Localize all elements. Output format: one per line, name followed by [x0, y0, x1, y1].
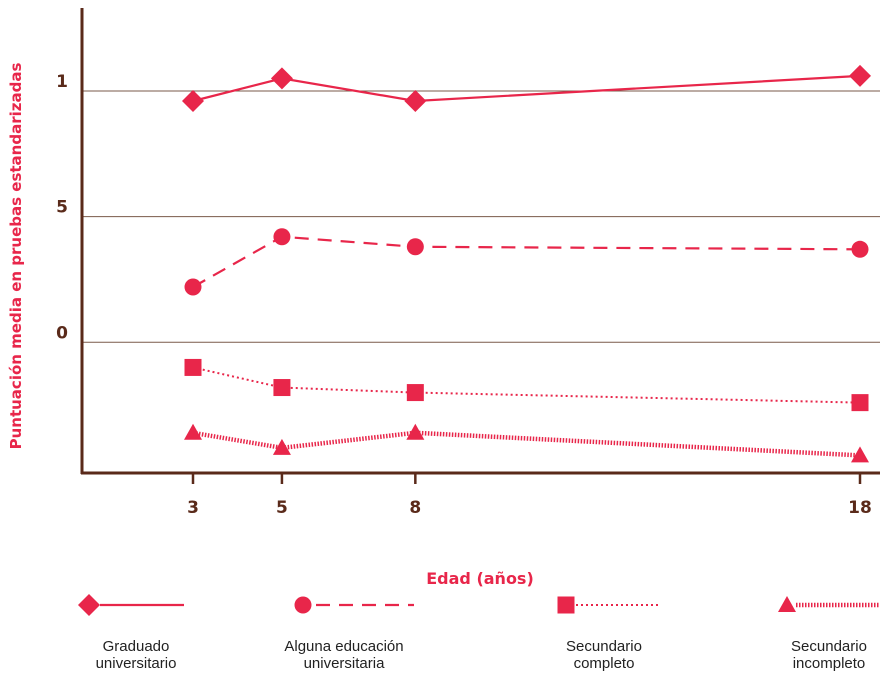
data-point-triangle	[406, 423, 425, 440]
series-triangle	[184, 423, 869, 463]
data-point-square	[851, 394, 869, 412]
y-tick-label: 1	[56, 72, 68, 92]
data-point-diamond	[849, 64, 871, 87]
legend-label: Graduado	[103, 638, 170, 655]
legend-marker-diamond	[78, 594, 100, 616]
legend-marker-circle	[294, 596, 312, 614]
legend-marker-square	[557, 596, 575, 614]
x-tick-labels: 3 5 8 18	[187, 498, 872, 518]
data-point-circle	[184, 278, 202, 296]
y-tick-label: 5	[56, 198, 68, 218]
data-point-triangle	[272, 438, 291, 455]
series-group	[182, 64, 871, 463]
data-point-square	[273, 379, 291, 397]
series-line	[192, 430, 861, 458]
series-circle	[184, 228, 869, 296]
axes	[80, 8, 880, 484]
legend-label: Secundario	[566, 638, 642, 655]
x-axis-label: Edad (años)	[426, 569, 534, 588]
legend-label: completo	[574, 655, 635, 672]
legend-label: incompleto	[793, 655, 866, 672]
x-tick-label: 3	[187, 498, 199, 518]
data-point-square	[184, 358, 202, 376]
y-tick-label: 0	[56, 323, 68, 343]
data-point-square	[406, 384, 424, 402]
y-axis-label: Puntuación media en pruebas estandarizad…	[7, 63, 25, 450]
data-point-circle	[406, 238, 424, 256]
series-square	[184, 358, 869, 412]
data-point-triangle	[851, 446, 869, 463]
data-point-diamond	[182, 90, 204, 112]
data-point-triangle	[184, 423, 202, 440]
series-line	[192, 74, 861, 103]
data-point-circle	[273, 228, 291, 246]
x-tick-label: 5	[276, 498, 288, 518]
x-tick-label: 8	[409, 498, 421, 518]
legend-label: Alguna educación	[284, 638, 403, 655]
legend-label: universitaria	[304, 655, 386, 672]
x-tick-label: 18	[848, 498, 872, 518]
legend-label: Secundario	[791, 638, 867, 655]
series-diamond	[182, 64, 871, 112]
data-point-diamond	[270, 67, 293, 90]
y-tick-labels: 1 5 0	[56, 72, 68, 343]
data-point-diamond	[404, 90, 427, 112]
legend-marker-triangle	[778, 596, 796, 612]
data-point-circle	[851, 240, 869, 258]
series-line	[192, 235, 861, 288]
legend-label: universitario	[96, 655, 177, 672]
grid-lines	[82, 90, 880, 343]
series-line	[192, 366, 861, 404]
